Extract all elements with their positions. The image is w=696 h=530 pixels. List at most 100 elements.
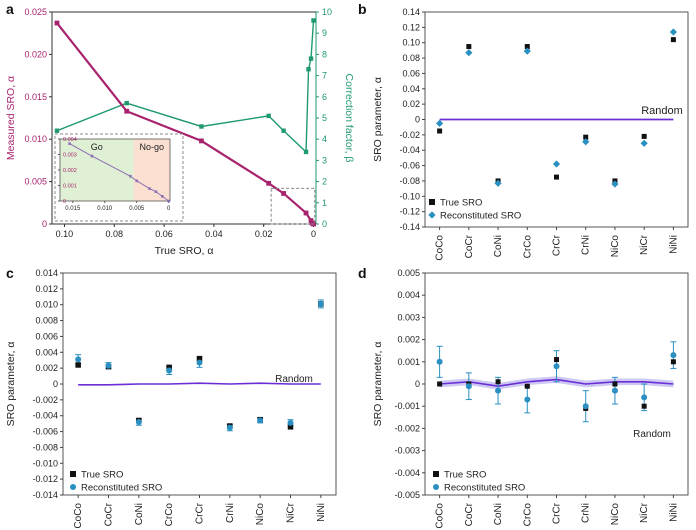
panel-b-true-point [554, 174, 559, 180]
panel-b-true-point [437, 128, 443, 134]
panel-c-true-point [196, 355, 203, 362]
panel-b-xtick-label: CoNi [493, 235, 504, 257]
a-inset-point [167, 199, 171, 203]
a-xtick-label: 0 [311, 229, 316, 239]
panel-d-ytick-label: 0.005 [397, 268, 420, 278]
a-xtick-label: 0.08 [105, 229, 123, 239]
a-inset-xtick-label: 0.010 [97, 206, 113, 212]
panel-c-ytick-label: 0.006 [35, 331, 58, 341]
panel-label-c: c [6, 265, 14, 281]
panel-b-xtick-label: CoCo [435, 235, 446, 261]
panel-d-recon-point [436, 358, 443, 365]
panel-b-ytick-label: 0.08 [402, 53, 420, 63]
panel-c-ytick-label: 0.014 [35, 268, 58, 278]
panel-c-recon-point [75, 356, 82, 363]
panel-c-recon-point [135, 419, 142, 426]
panel-d-recon-point [582, 403, 589, 410]
panel-b-recon-point [669, 28, 677, 36]
panel-b-true-point [670, 37, 676, 43]
panel-b-legend-recon-marker [428, 211, 436, 219]
a-correction-point [308, 56, 314, 61]
a-inset-xtick-label: 0.015 [65, 206, 81, 212]
panel-b-xtick-label: CrCo [522, 235, 533, 259]
panel-b-ytick-label: -0.06 [399, 161, 420, 171]
a-ytick-label: 0.005 [24, 177, 47, 187]
panel-b-ytick-label: 0.06 [402, 68, 420, 78]
a-inset-ytick-label: 0.002 [63, 168, 77, 174]
a-y2tick-label: 2 [322, 177, 327, 187]
a-inset-nogo-region [133, 139, 170, 201]
panel-b-ytick-label: -0.02 [399, 130, 420, 140]
a-y2tick-label: 7 [322, 71, 327, 81]
panel-b-ylabel: SRO parameter, α [372, 77, 384, 162]
panel-label-b: b [358, 1, 367, 17]
a-xtick-label: 0.06 [155, 229, 173, 239]
panel-d-ytick-label: -0.004 [394, 468, 420, 478]
a-inset-ytick-label: 0.001 [63, 184, 77, 190]
panel-d-true-point [495, 379, 501, 385]
panel-b-ytick-label: 0.12 [402, 22, 420, 32]
panel-b-legend-true-label: True SRO [440, 198, 482, 209]
panel-d-ytick-label: -0.003 [394, 446, 420, 456]
panel-c-legend-recon-marker [70, 484, 76, 490]
a-inset-point [129, 174, 132, 178]
panel-c-recon-point [257, 417, 264, 424]
panel-d-recon-point [641, 394, 648, 401]
a-inset-ytick-label: 0.003 [63, 153, 77, 159]
a-measured-point [54, 20, 60, 26]
a-measured-point [281, 191, 287, 196]
panel-b-xtick-label: NiCo [610, 235, 621, 258]
panel-b-ytick-label: 0.04 [402, 84, 420, 94]
panel-b-ytick-label: 0.10 [402, 38, 420, 48]
a-y2label: Correction factor, β [343, 74, 355, 163]
a-inset-ytick-label: 0 [63, 199, 66, 205]
panel-b-ytick-label: -0.10 [399, 191, 420, 201]
a-ytick-label: 0.015 [24, 92, 47, 102]
panel-c-chart: -0.014 -0.012 -0.010 -0.008 -0.006 -0.004 -0.0… [5, 268, 337, 529]
a-y2tick-label: 10 [322, 7, 332, 17]
a-inset-xtick-label: 0 [167, 206, 171, 212]
panel-c-recon-point [166, 367, 173, 374]
panel-c-ytick-label: 0.012 [35, 284, 58, 294]
panel-d-xtick-label: CoNi [493, 503, 504, 525]
panel-c-ytick-label: 0.010 [35, 300, 58, 310]
panel-b-true-point [524, 44, 530, 50]
panel-d-ytick-label: 0.004 [397, 290, 420, 300]
a-ytick-label: 0.020 [24, 49, 47, 59]
panel-c-random-line [78, 382, 321, 386]
panel-b-xtick-label: CrNi [581, 235, 592, 255]
panel-b-recon-point [640, 139, 648, 147]
panel-d-recon-point [465, 383, 472, 390]
panel-d-xtick-label: NiNi [668, 503, 679, 522]
a-correction-line [56, 20, 315, 154]
panel-b-recon-point [611, 180, 619, 188]
panel-c-xtick-label: CrNi [225, 503, 236, 523]
a-y2tick-label: 0 [322, 219, 327, 229]
panel-d-chart: -0.005 -0.004 -0.003 -0.002 -0.001 0 0.001 0.00… [372, 268, 689, 529]
panel-b-ytick-label: -0.12 [399, 207, 420, 217]
panel-c-legend-recon-label: Reconstituted SRO [81, 483, 162, 494]
panel-c-true-point [75, 362, 81, 368]
panel-d-xtick-label: NiCo [610, 503, 621, 526]
panel-c-recon-point [226, 424, 233, 431]
a-ylabel: Measured SRO, α [5, 76, 17, 160]
panel-d-xtick-label: CrCo [522, 503, 533, 527]
a-ytick-label: 0 [42, 219, 47, 229]
a-measured-point [266, 180, 272, 186]
panel-c-random-label: Random [275, 374, 313, 385]
a-inset-point [68, 142, 71, 145]
panel-b-random-label: Random [641, 105, 683, 117]
panel-b-xtick-label: NiCr [639, 234, 650, 255]
a-correction-point [199, 124, 204, 129]
panel-c-recon-point [317, 300, 324, 307]
panel-c-xtick-label: NiNi [316, 503, 327, 522]
panel-c-legend-true-marker [70, 471, 76, 477]
a-y2tick-label: 6 [322, 92, 327, 102]
panel-a-chart: 00.0050.0100.0150.0200.0250123456789100.… [5, 7, 355, 257]
panel-d-random-label: Random [633, 429, 671, 440]
a-correction-point [54, 128, 60, 133]
panel-b-ytick-label: 0 [415, 115, 420, 125]
a-xtick-label: 0.10 [56, 229, 74, 239]
panel-c-true-point [287, 424, 294, 430]
panel-c-ytick-label: 0 [53, 379, 58, 389]
